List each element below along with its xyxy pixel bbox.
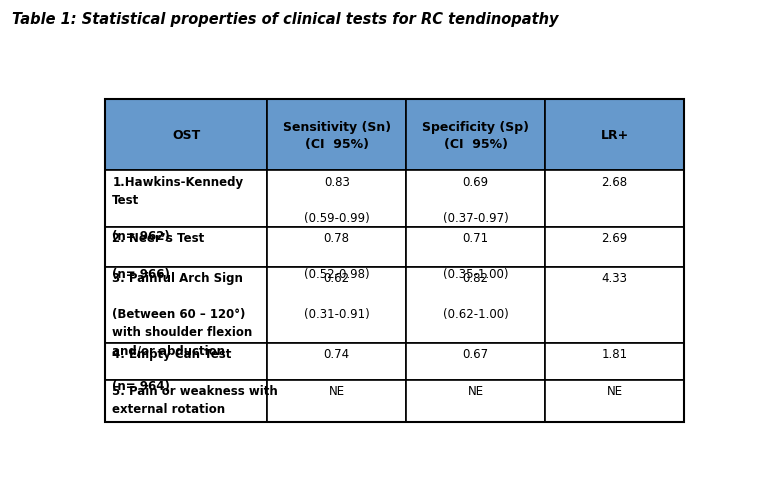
Text: Table 1: Statistical properties of clinical tests for RC tendinopathy: Table 1: Statistical properties of clini… [12, 12, 558, 27]
Text: 3. Painful Arch Sign

(Between 60 – 120°)
with shoulder flexion
and/or abduction: 3. Painful Arch Sign (Between 60 – 120°)… [112, 272, 253, 393]
Bar [267, 267, 407, 343]
Bar [105, 227, 267, 267]
Bar [545, 267, 684, 343]
Bar [545, 171, 684, 227]
Bar [105, 267, 267, 343]
Bar [267, 171, 407, 227]
Bar [105, 171, 267, 227]
Text: 0.78

(0.52-0.98): 0.78 (0.52-0.98) [304, 231, 370, 280]
Text: 4.33: 4.33 [601, 272, 628, 285]
Bar [407, 227, 545, 267]
Text: 0.71

(0.35-1.00): 0.71 (0.35-1.00) [443, 231, 508, 280]
Bar [267, 380, 407, 421]
Bar [105, 100, 684, 421]
Text: OST: OST [172, 129, 200, 142]
Text: 0.67: 0.67 [463, 348, 489, 360]
Bar [267, 227, 407, 267]
Bar [407, 343, 545, 380]
Bar [105, 380, 267, 421]
Text: 0.69

(0.37-0.97): 0.69 (0.37-0.97) [443, 175, 508, 224]
Bar [545, 227, 684, 267]
Text: 0.74: 0.74 [323, 348, 350, 360]
Text: 1.Hawkins-Kennedy
Test

(n= 962): 1.Hawkins-Kennedy Test (n= 962) [112, 175, 243, 242]
Bar [267, 100, 407, 171]
Text: 0.62

(0.31-0.91): 0.62 (0.31-0.91) [304, 272, 370, 321]
Bar [407, 267, 545, 343]
Bar [105, 343, 267, 380]
Text: LR+: LR+ [601, 129, 629, 142]
Bar [105, 100, 267, 171]
Text: NE: NE [329, 384, 345, 397]
Bar [267, 343, 407, 380]
Bar [407, 100, 545, 171]
Text: 0.83

(0.59-0.99): 0.83 (0.59-0.99) [304, 175, 370, 224]
Text: NE: NE [467, 384, 484, 397]
Text: 2.69: 2.69 [601, 231, 628, 244]
Text: Sensitivity (Sn)
(CI  95%): Sensitivity (Sn) (CI 95%) [283, 120, 391, 150]
Bar [545, 100, 684, 171]
Text: 1.81: 1.81 [601, 348, 628, 360]
Text: NE: NE [607, 384, 623, 397]
Text: Specificity (Sp)
(CI  95%): Specificity (Sp) (CI 95%) [422, 120, 529, 150]
Bar [545, 380, 684, 421]
Bar [545, 343, 684, 380]
Text: 5. Pain or weakness with
external rotation: 5. Pain or weakness with external rotati… [112, 384, 278, 415]
Text: 2.68: 2.68 [601, 175, 628, 188]
Bar [407, 380, 545, 421]
Text: 0.82

(0.62-1.00): 0.82 (0.62-1.00) [443, 272, 508, 321]
Text: 2. Neer’s Test

(n= 966): 2. Neer’s Test (n= 966) [112, 231, 205, 280]
Text: 4. Empty Can Test: 4. Empty Can Test [112, 348, 232, 360]
Bar [407, 171, 545, 227]
